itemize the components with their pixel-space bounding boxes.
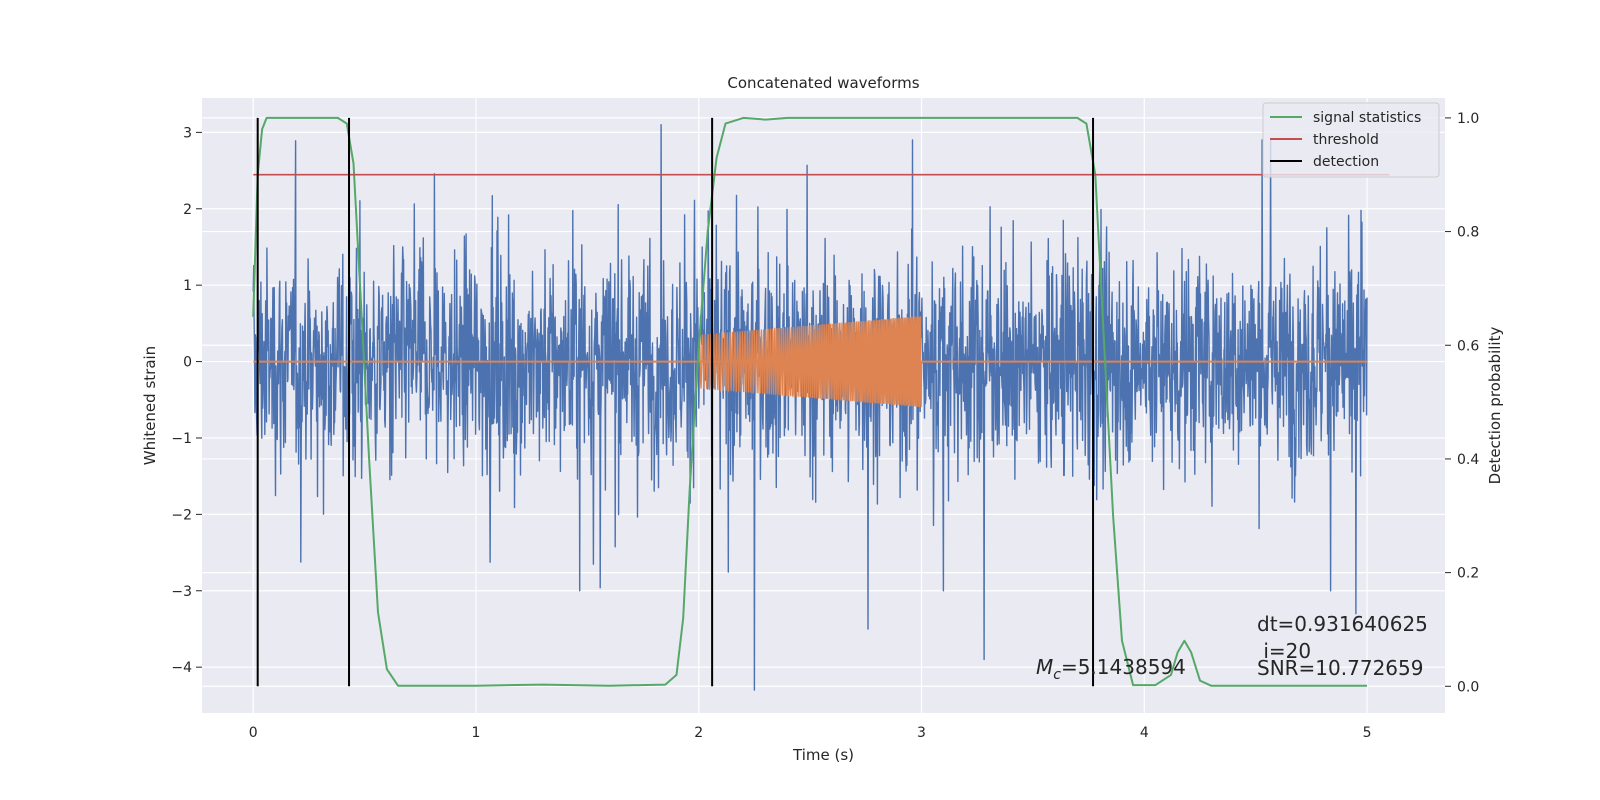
y2-tick-label: 1.0: [1457, 111, 1479, 127]
template-chirp: [698, 316, 923, 408]
index-annotation: i=20: [1257, 639, 1311, 663]
mc-symbol: M: [1036, 655, 1053, 679]
legend: signal statistics threshold detection: [1262, 102, 1440, 178]
whitened-strain-series: [252, 124, 1368, 691]
legend-label-threshold: threshold: [1313, 132, 1379, 148]
signal-statistics-line: [252, 116, 1367, 687]
y-tick-label: 1: [183, 278, 192, 294]
x-tick-label: 2: [694, 725, 703, 741]
y-tick-label: −1: [171, 431, 192, 447]
dt-annotation: dt=0.931640625: [1257, 612, 1428, 636]
legend-label-signal: signal statistics: [1313, 110, 1421, 126]
chart-title: Concatenated waveforms: [727, 74, 919, 92]
y2-tick-label: 0.8: [1457, 225, 1479, 241]
y2-tick-label: 0.4: [1457, 452, 1479, 468]
y-tick-label: −2: [171, 507, 192, 523]
snr-annotation: SNR=10.772659: [1257, 656, 1423, 680]
y2-tick-label: 0.2: [1457, 566, 1479, 582]
x-axis-label: Time (s): [792, 746, 854, 764]
legend-label-detection: detection: [1313, 154, 1379, 170]
y2-tick-label: 0.6: [1457, 338, 1479, 354]
x-tick-label: 4: [1140, 725, 1149, 741]
mc-subscript: c: [1053, 667, 1061, 683]
x-tick-label: 5: [1363, 725, 1372, 741]
axis-ticks: 0 1 2 3 4 5 −4 −3 −2 −1 0 1 2 3 0.0 0.2 0.4 0.6 0.8 1.0: [171, 111, 1479, 741]
x-tick-label: 1: [472, 725, 481, 741]
strain-line: [252, 124, 1368, 691]
y2-axis-label: Detection probability: [1486, 327, 1504, 485]
mc-value: =5.1438594: [1061, 655, 1186, 679]
y-tick-label: 0: [183, 355, 192, 371]
legend-box: [1262, 102, 1440, 178]
y-axis-label: Whitened strain: [141, 346, 159, 465]
y-tick-label: 2: [183, 202, 192, 218]
x-tick-label: 3: [917, 725, 926, 741]
y-tick-label: −4: [171, 660, 192, 676]
y2-tick-label: 0.0: [1457, 679, 1479, 695]
y-tick-label: −3: [171, 584, 192, 600]
x-tick-label: 0: [249, 725, 258, 741]
y-tick-label: 3: [183, 125, 192, 141]
template-series: [253, 316, 1368, 408]
detection-probability-series: [252, 116, 1390, 687]
chirp-mass-annotation: Mc=5.1438594: [1036, 655, 1186, 683]
